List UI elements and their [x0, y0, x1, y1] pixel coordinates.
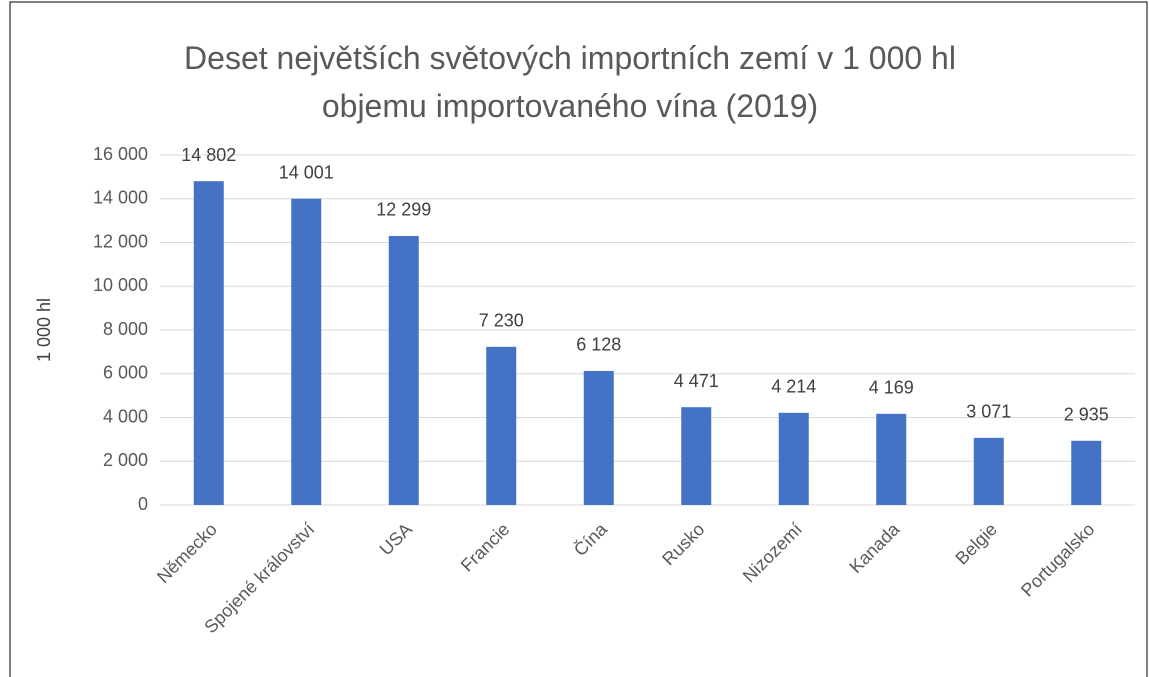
x-tick-label: Rusko: [658, 519, 708, 569]
bar: [388, 235, 419, 505]
bar: [583, 370, 614, 505]
x-tick-label: Portugalsko: [1017, 519, 1098, 600]
bar: [973, 437, 1004, 505]
bar: [193, 181, 224, 506]
x-tick-label: Nizozemí: [739, 519, 806, 586]
value-label: 4 169: [869, 378, 914, 398]
value-label: 6 128: [576, 335, 621, 355]
bar: [778, 412, 809, 505]
chart-frame: [9, 1, 1148, 677]
bar: [486, 346, 517, 505]
value-label: 7 230: [479, 311, 524, 331]
x-tick-label: USA: [376, 519, 416, 559]
value-label: 4 471: [674, 371, 719, 391]
y-tick-label: 8 000: [103, 319, 148, 339]
value-label: 14 001: [279, 162, 334, 182]
value-label: 2 935: [1064, 405, 1109, 425]
y-axis-label: 1 000 hl: [34, 298, 54, 362]
bar: [1071, 440, 1102, 505]
x-tick-label: Německo: [153, 519, 221, 587]
bar: [876, 413, 907, 505]
x-tick-label: Spojené království: [200, 519, 318, 637]
value-label: 4 214: [771, 377, 816, 397]
y-tick-label: 10 000: [93, 275, 148, 295]
bar: [681, 407, 712, 505]
chart-title: Deset největších světových importních ze…: [184, 40, 956, 124]
y-tick-label: 2 000: [103, 450, 148, 470]
y-tick-label: 6 000: [103, 363, 148, 383]
y-tick-label: 4 000: [103, 406, 148, 426]
value-label: 14 802: [181, 145, 236, 165]
y-tick-label: 14 000: [93, 188, 148, 208]
value-label: 3 071: [966, 402, 1011, 422]
x-tick-label: Belgie: [951, 519, 1001, 569]
x-tick-label: Čína: [569, 518, 611, 560]
y-tick-label: 12 000: [93, 231, 148, 251]
y-tick-label: 16 000: [93, 144, 148, 164]
bar: [291, 198, 322, 505]
value-label: 12 299: [376, 200, 431, 220]
x-tick-label: Francie: [457, 519, 514, 576]
y-tick-label: 0: [138, 494, 148, 514]
x-tick-label: Kanada: [845, 518, 904, 577]
